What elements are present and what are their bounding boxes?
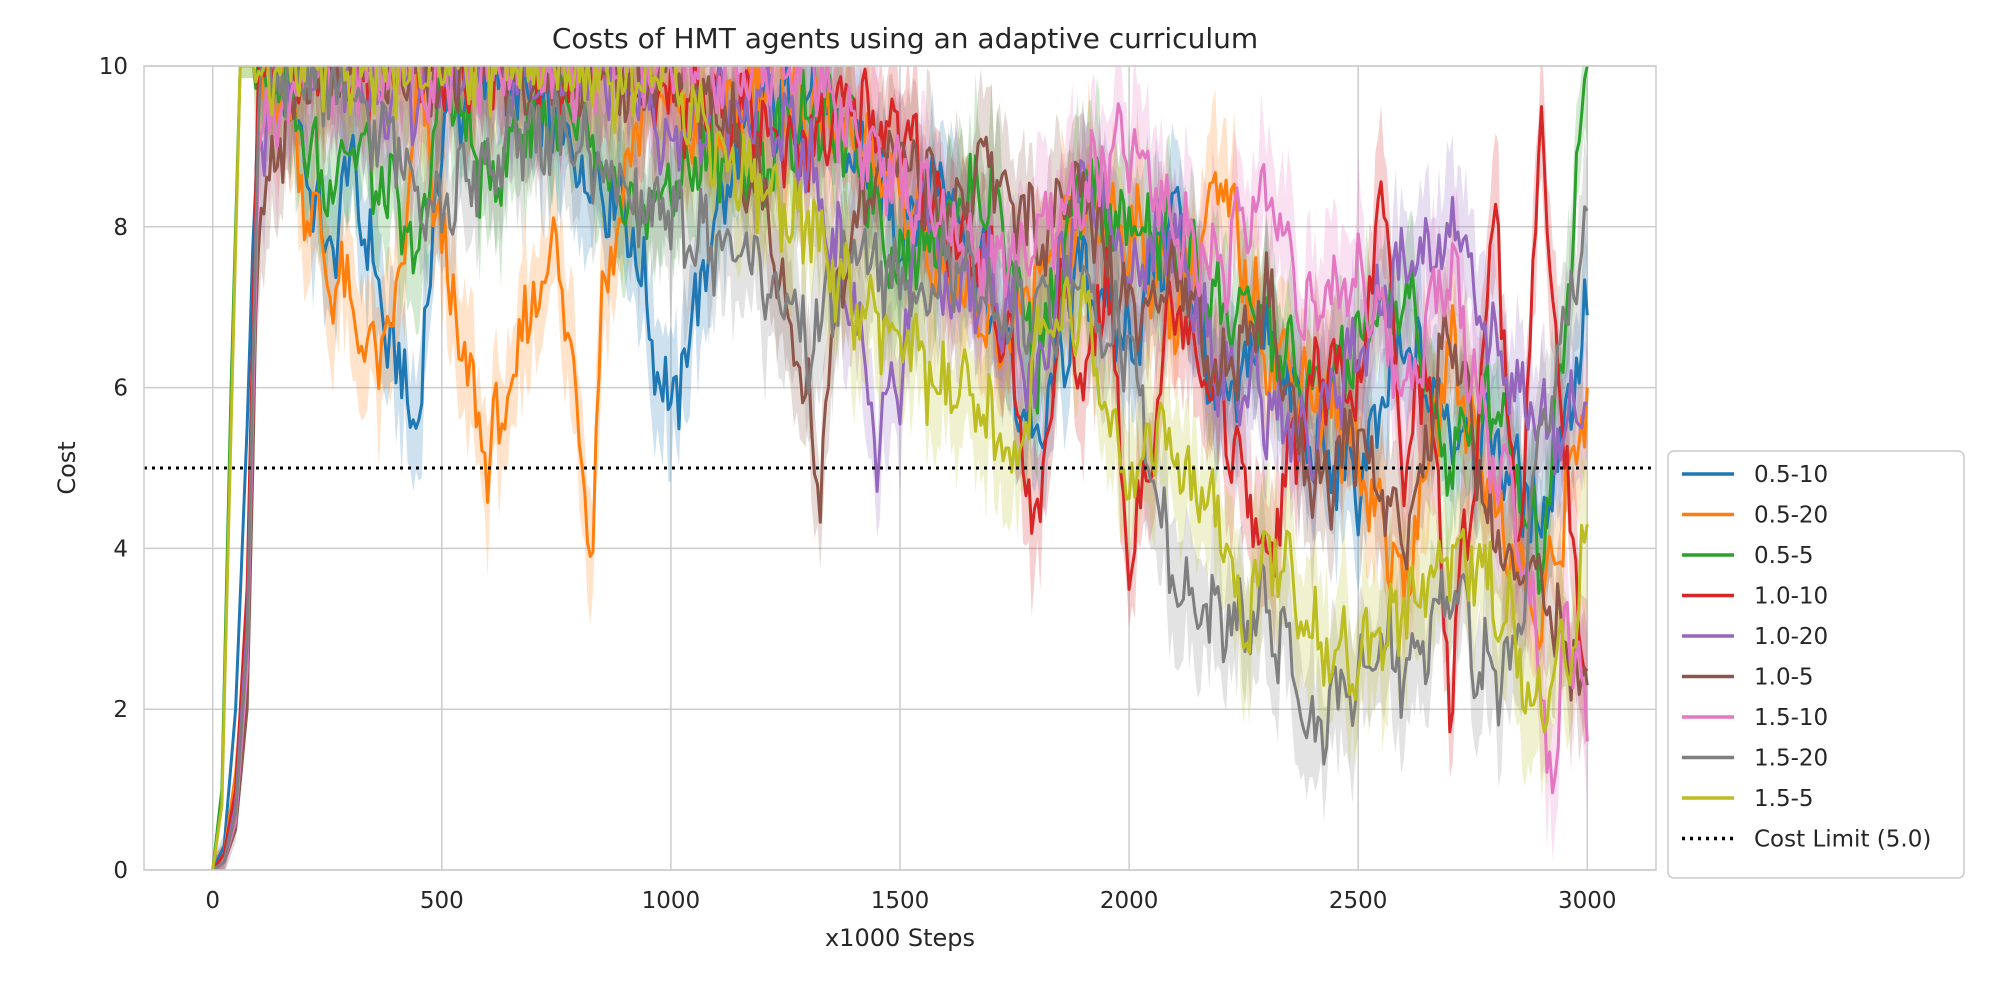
legend-label: 1.0-5: [1754, 665, 1814, 691]
chart-title: Costs of HMT agents using an adaptive cu…: [552, 22, 1258, 55]
series-line-1.5-5: [211, 66, 1589, 870]
legend-label: Cost Limit (5.0): [1754, 827, 1931, 853]
y-tick-label: 8: [113, 215, 128, 241]
y-tick-label: 0: [113, 858, 128, 884]
series-line-1.0-5: [211, 66, 1589, 870]
band-1.0-20: [212, 66, 1588, 870]
y-axis-label: Cost: [53, 441, 81, 494]
x-tick-label: 3000: [1558, 888, 1617, 914]
legend-label: 0.5-20: [1754, 503, 1828, 529]
legend-label: 0.5-5: [1754, 543, 1814, 569]
series-lines: [211, 66, 1589, 870]
legend-label: 1.0-10: [1754, 584, 1828, 610]
legend-label: 1.5-10: [1754, 705, 1828, 731]
legend-label: 1.0-20: [1754, 624, 1828, 650]
plot-frame: [143, 65, 1657, 871]
y-tick-label: 10: [99, 54, 128, 80]
x-tick-label: 2000: [1100, 888, 1159, 914]
x-tick-label: 2500: [1329, 888, 1388, 914]
x-axis-label: x1000 Steps: [825, 924, 975, 952]
y-tick-labels: 0 2 4 6 8 10: [99, 54, 128, 884]
legend: 0.5-10 0.5-20 0.5-5 1.0-10 1.0-20 1.0-5 1.5-10…: [1667, 450, 1965, 879]
legend-label: 0.5-10: [1754, 462, 1828, 488]
series-line-1.5-20: [211, 66, 1589, 870]
legend-label: 1.5-20: [1754, 746, 1828, 772]
x-tick-label: 0: [205, 888, 220, 914]
series-line-0.5-5: [211, 66, 1589, 870]
series-line-1.5-10: [211, 66, 1589, 870]
legend-label: 1.5-5: [1754, 786, 1814, 812]
x-tick-label: 1500: [871, 888, 930, 914]
y-tick-label: 2: [113, 697, 128, 723]
x-tick-label: 1000: [642, 888, 701, 914]
y-tick-label: 4: [113, 536, 128, 562]
x-tick-labels: 0 500 1000 1500 2000 2500 3000: [205, 888, 1616, 914]
band-1.0-10: [212, 66, 1588, 870]
band-1.5-5: [212, 66, 1588, 870]
band-1.5-20: [212, 66, 1588, 870]
legend-box: [1667, 450, 1965, 879]
series-line-1.0-10: [211, 66, 1589, 870]
x-tick-label: 500: [420, 888, 464, 914]
y-tick-label: 6: [113, 376, 128, 402]
series-line-0.5-20: [211, 66, 1589, 870]
series-line-1.0-20: [211, 66, 1588, 870]
